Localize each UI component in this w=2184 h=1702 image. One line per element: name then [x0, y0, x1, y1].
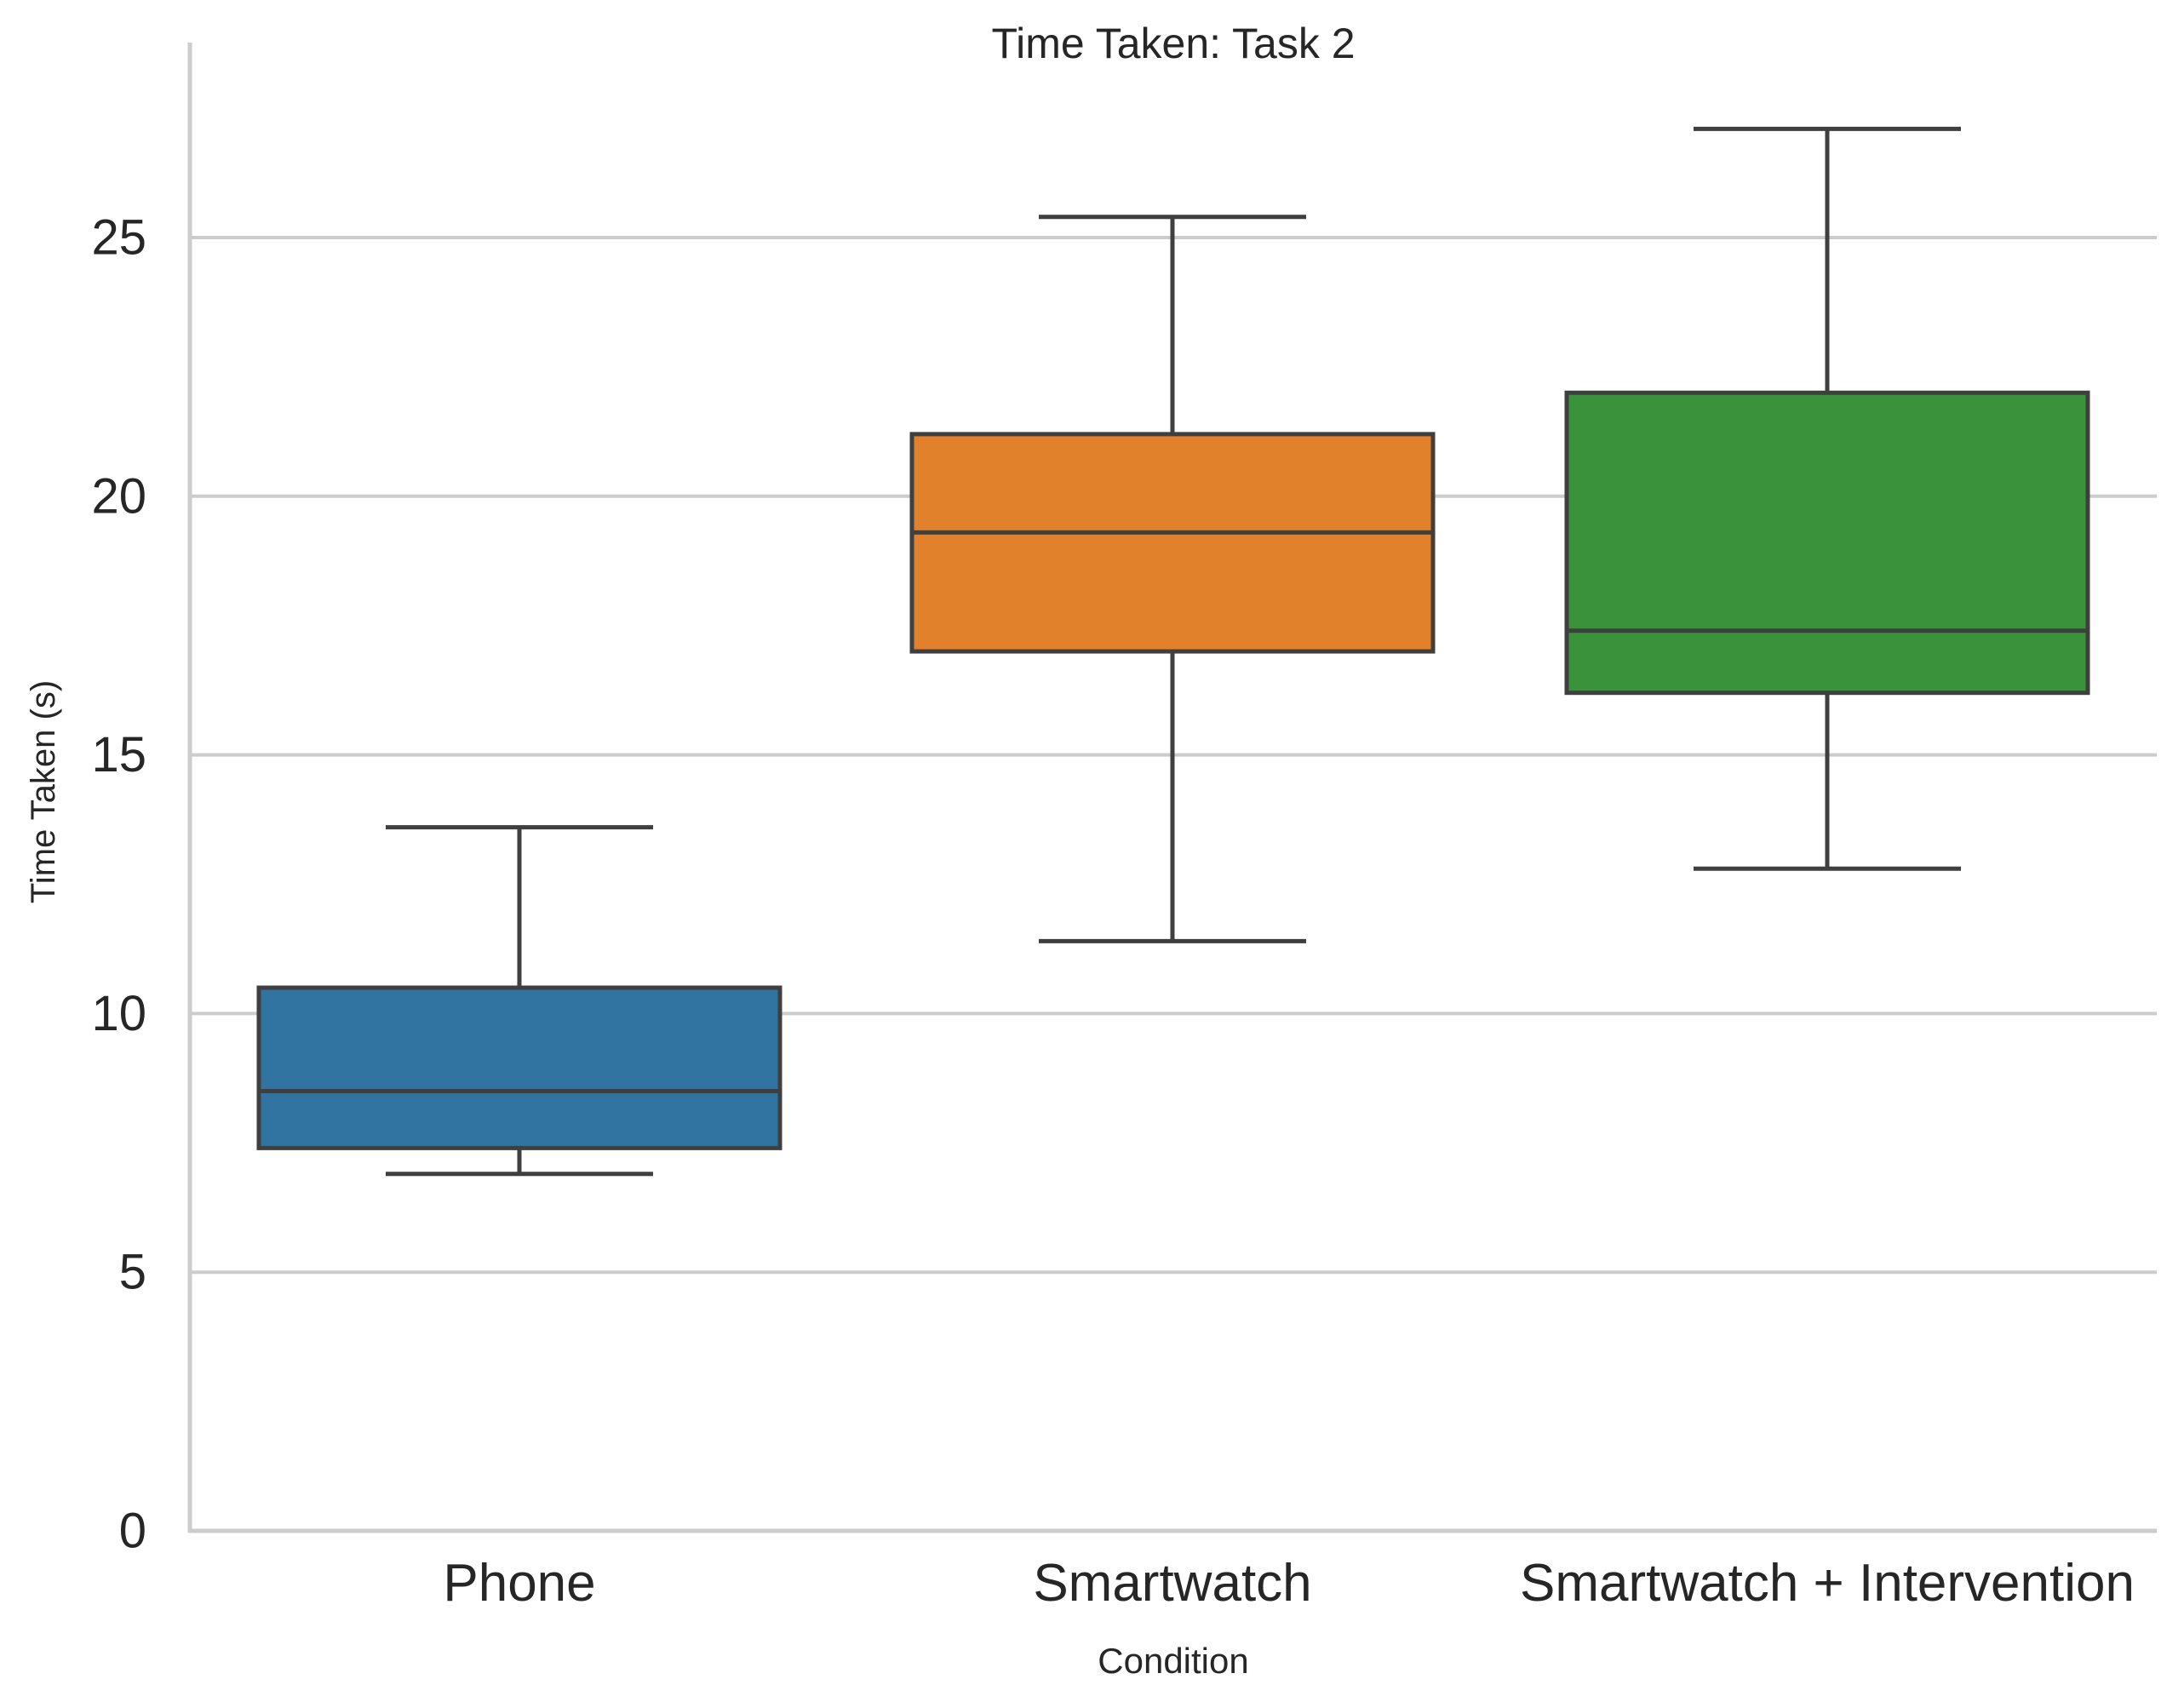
boxes [256, 126, 2090, 1177]
interquartile-box [909, 432, 1436, 654]
chart-title: Time Taken: Task 2 [991, 20, 1355, 67]
y-axis-title: Time Taken (s) [25, 680, 62, 903]
box-phone [256, 825, 782, 1177]
box-smartwatch-intervention [1564, 126, 2090, 871]
box-smartwatch [909, 215, 1436, 943]
y-tick-label-5: 5 [119, 1245, 146, 1300]
y-tick-label-0: 0 [119, 1504, 146, 1559]
y-tick-label-20: 20 [91, 468, 146, 524]
y-tick-labels: 0 5 10 15 20 25 [91, 210, 146, 1559]
x-tick-label-smartwatch-intervention: Smartwatch + Intervention [1520, 1554, 2135, 1613]
interquartile-box [1564, 390, 2090, 696]
y-tick-label-10: 10 [91, 986, 146, 1041]
x-axis-title: Condition [1098, 1641, 1248, 1681]
x-tick-label-phone: Phone [443, 1554, 595, 1613]
x-tick-labels: Phone Smartwatch Smartwatch + Intervention [443, 1554, 2135, 1613]
interquartile-box [256, 985, 782, 1150]
axes [187, 43, 2157, 1533]
y-tick-label-25: 25 [91, 210, 146, 266]
x-tick-label-smartwatch: Smartwatch [1033, 1554, 1311, 1613]
y-tick-label-15: 15 [91, 727, 146, 782]
